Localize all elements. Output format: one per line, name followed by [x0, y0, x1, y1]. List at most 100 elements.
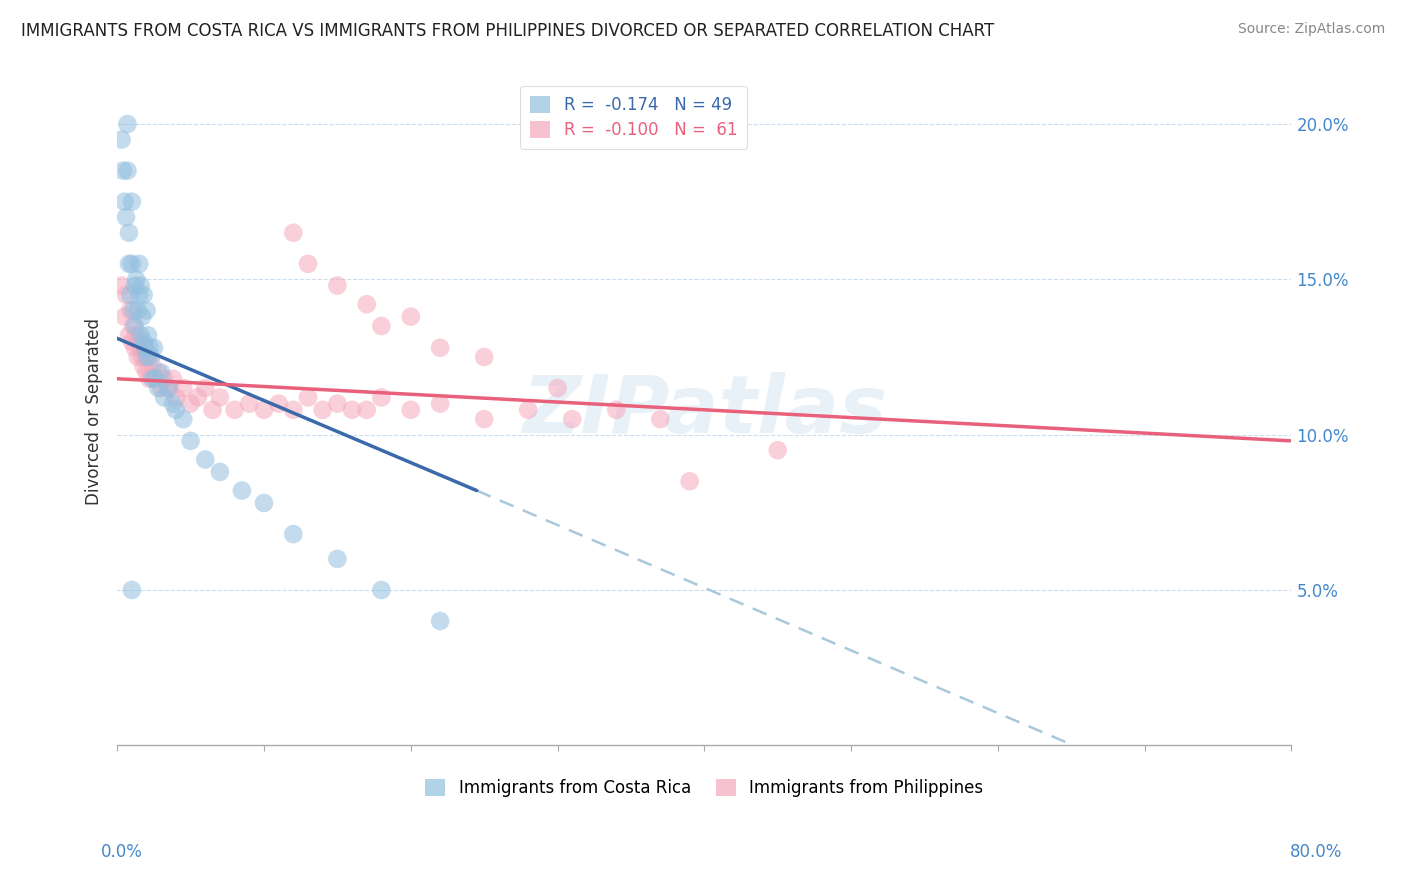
Point — [125, 328, 148, 343]
Point — [131, 310, 153, 324]
Point — [429, 396, 451, 410]
Point — [121, 257, 143, 271]
Point — [138, 341, 160, 355]
Point — [561, 412, 583, 426]
Point — [340, 402, 363, 417]
Point — [118, 328, 141, 343]
Point — [124, 341, 146, 355]
Point — [766, 443, 789, 458]
Point — [162, 372, 184, 386]
Point — [139, 350, 162, 364]
Point — [127, 303, 149, 318]
Point — [283, 402, 305, 417]
Point — [165, 391, 187, 405]
Point — [238, 396, 260, 410]
Point — [121, 334, 143, 349]
Point — [118, 257, 141, 271]
Point — [117, 163, 139, 178]
Point — [112, 163, 135, 178]
Point — [253, 496, 276, 510]
Point — [283, 226, 305, 240]
Y-axis label: Divorced or Separated: Divorced or Separated — [86, 318, 103, 505]
Point — [326, 278, 349, 293]
Point — [208, 391, 231, 405]
Point — [153, 372, 176, 386]
Point — [138, 372, 160, 386]
Point — [148, 366, 170, 380]
Point — [115, 211, 138, 225]
Point — [472, 350, 495, 364]
Point — [141, 359, 163, 374]
Point — [132, 288, 155, 302]
Point — [399, 402, 422, 417]
Point — [356, 402, 378, 417]
Point — [208, 465, 231, 479]
Point — [297, 391, 319, 405]
Point — [110, 132, 132, 146]
Point — [472, 412, 495, 426]
Point — [135, 350, 157, 364]
Text: IMMIGRANTS FROM COSTA RICA VS IMMIGRANTS FROM PHILIPPINES DIVORCED OR SEPARATED : IMMIGRANTS FROM COSTA RICA VS IMMIGRANTS… — [21, 22, 994, 40]
Point — [125, 272, 148, 286]
Point — [326, 396, 349, 410]
Point — [283, 527, 305, 541]
Point — [135, 366, 157, 380]
Point — [128, 288, 150, 302]
Point — [142, 341, 165, 355]
Point — [157, 381, 180, 395]
Point — [129, 341, 152, 355]
Point — [117, 117, 139, 131]
Point — [124, 318, 146, 333]
Point — [136, 350, 159, 364]
Point — [118, 226, 141, 240]
Point — [127, 350, 149, 364]
Text: 80.0%: 80.0% — [1291, 843, 1343, 861]
Point — [605, 402, 627, 417]
Point — [429, 341, 451, 355]
Point — [153, 391, 176, 405]
Point — [121, 582, 143, 597]
Point — [312, 402, 335, 417]
Point — [115, 288, 138, 302]
Point — [399, 310, 422, 324]
Point — [135, 303, 157, 318]
Point — [231, 483, 253, 498]
Point — [122, 318, 145, 333]
Point — [187, 391, 209, 405]
Point — [679, 475, 702, 489]
Point — [148, 381, 170, 395]
Point — [121, 194, 143, 209]
Point — [547, 381, 569, 395]
Point — [120, 288, 142, 302]
Point — [180, 434, 202, 448]
Point — [129, 278, 152, 293]
Point — [131, 350, 153, 364]
Text: ZIPatlas: ZIPatlas — [522, 372, 887, 450]
Point — [517, 402, 540, 417]
Point — [172, 412, 194, 426]
Point — [356, 297, 378, 311]
Point — [172, 381, 194, 395]
Point — [122, 303, 145, 318]
Point — [326, 552, 349, 566]
Point — [201, 402, 224, 417]
Point — [141, 372, 163, 386]
Point — [180, 396, 202, 410]
Point — [114, 194, 136, 209]
Point — [129, 328, 152, 343]
Point — [128, 334, 150, 349]
Point — [297, 257, 319, 271]
Point — [157, 381, 180, 395]
Point — [134, 341, 156, 355]
Point — [120, 303, 142, 318]
Point — [132, 334, 155, 349]
Legend: Immigrants from Costa Rica, Immigrants from Philippines: Immigrants from Costa Rica, Immigrants f… — [419, 772, 990, 804]
Text: 0.0%: 0.0% — [101, 843, 143, 861]
Point — [165, 402, 187, 417]
Point — [114, 310, 136, 324]
Point — [194, 381, 217, 395]
Point — [429, 614, 451, 628]
Point — [132, 359, 155, 374]
Point — [150, 381, 173, 395]
Point — [143, 372, 166, 386]
